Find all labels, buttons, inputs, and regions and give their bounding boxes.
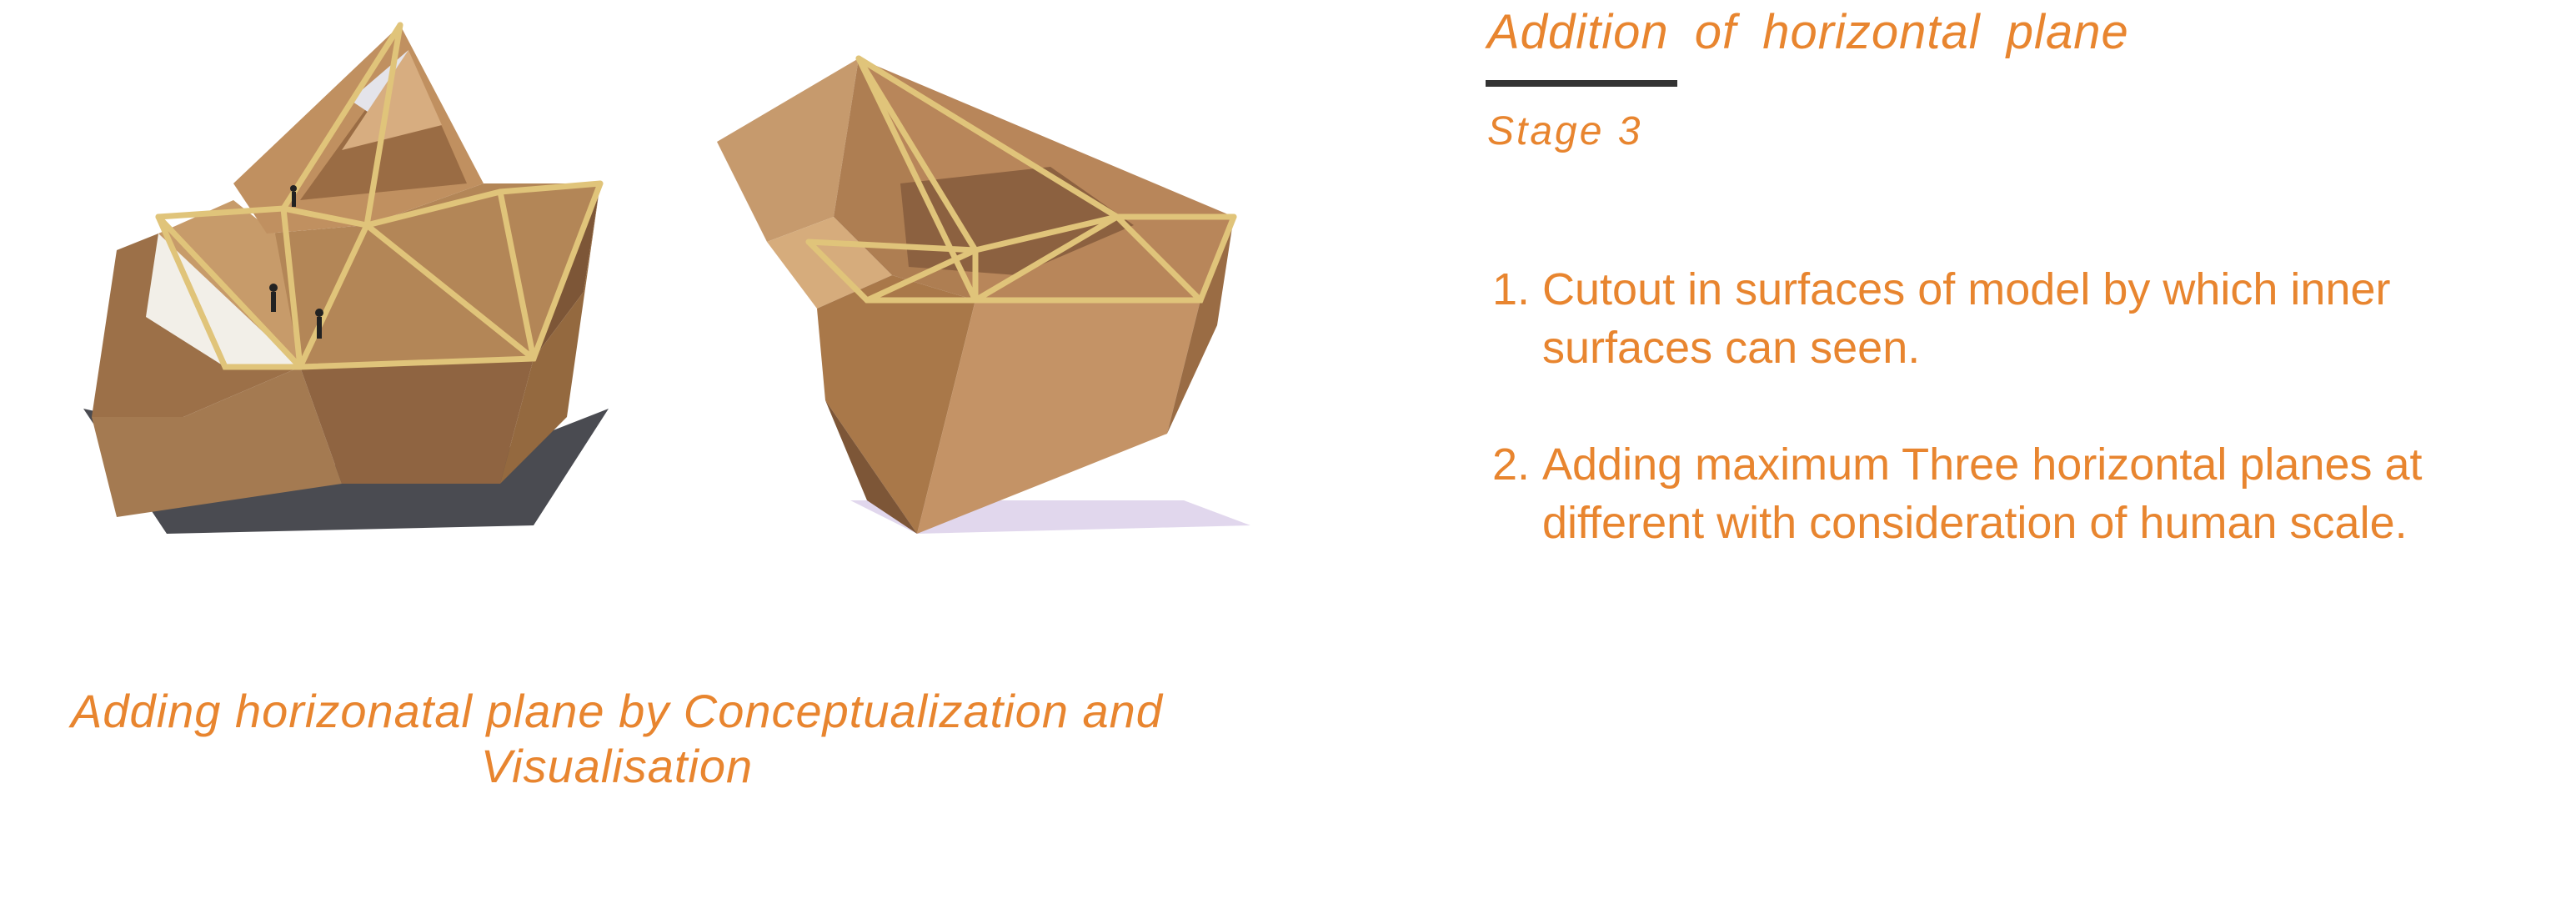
stage-label: Stage 3 bbox=[1487, 109, 1643, 153]
list-item: 2. Adding maximum Three horizontal plane… bbox=[1492, 435, 2576, 552]
image-caption: Adding horizonatal plane by Conceptualiz… bbox=[17, 684, 1217, 794]
caption-line-1: Adding horizonatal plane by Conceptualiz… bbox=[71, 685, 1163, 737]
polyhedron-model-left bbox=[83, 22, 609, 534]
model-photo-right bbox=[700, 50, 1250, 550]
list-item-number: 2. bbox=[1492, 439, 1531, 490]
polyhedron-model-right bbox=[717, 55, 1250, 534]
title-underline bbox=[1486, 80, 1677, 87]
list-item-text: Cutout in surfaces of model by which inn… bbox=[1542, 264, 2391, 373]
caption-line-2: Visualisation bbox=[480, 740, 754, 792]
list-item-number: 1. bbox=[1492, 264, 1531, 314]
numbered-list: 1. Cutout in surfaces of model by which … bbox=[1492, 260, 2576, 610]
page-title: Addition of horizontal plane bbox=[1487, 5, 2129, 59]
list-item-text: Adding maximum Three horizontal planes a… bbox=[1542, 439, 2423, 548]
model-photo-left bbox=[67, 17, 642, 575]
list-item: 1. Cutout in surfaces of model by which … bbox=[1492, 260, 2576, 377]
